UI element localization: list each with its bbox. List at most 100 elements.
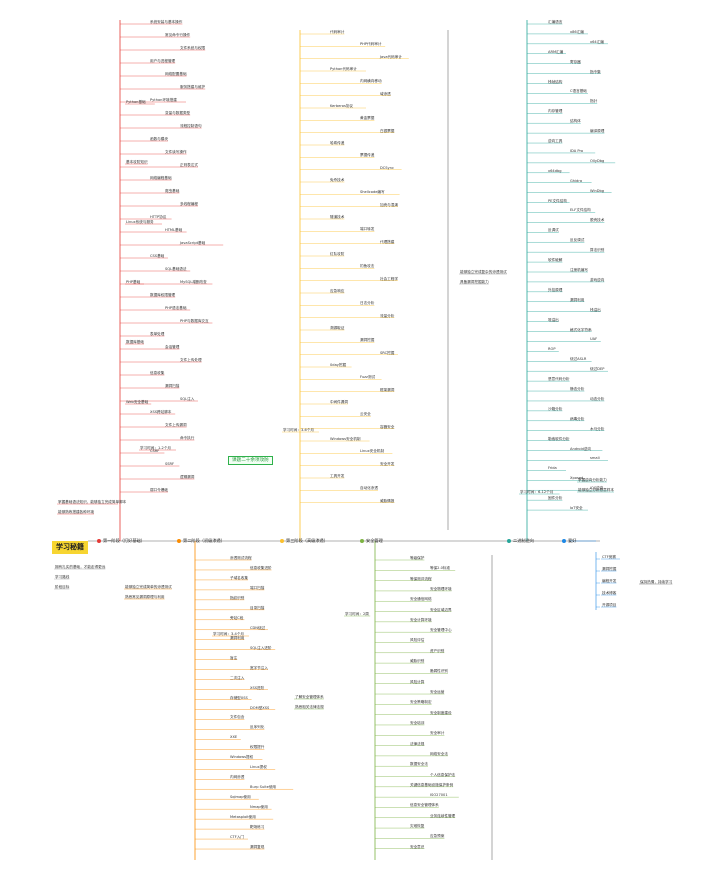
left-note[interactable]: 学习路线 bbox=[55, 575, 70, 579]
b6-item[interactable]: CTF竞赛 bbox=[602, 555, 616, 559]
b5-item[interactable]: ROP bbox=[548, 347, 556, 352]
b4-item[interactable]: 灾难恢复 bbox=[410, 824, 425, 829]
b1-item[interactable]: SQL注入 bbox=[180, 397, 195, 401]
b5-item[interactable]: 指针 bbox=[590, 99, 598, 104]
b3-item[interactable]: Java代码审计 bbox=[380, 54, 402, 59]
b4-item[interactable]: 脆弱性识别 bbox=[430, 669, 448, 674]
b3-item[interactable]: 代理搭建 bbox=[380, 239, 395, 244]
b2-item[interactable]: 存储型XSS bbox=[230, 695, 248, 700]
b4-item[interactable]: 安全管理中心 bbox=[430, 628, 452, 633]
b5-item[interactable]: WinDbg bbox=[590, 188, 605, 193]
b4-stage-time[interactable]: 学习时间：2周 bbox=[345, 612, 369, 616]
b3-item[interactable]: 免杀技术 bbox=[330, 178, 345, 182]
b5-item[interactable]: 逆向工具 bbox=[548, 139, 563, 144]
b1-item[interactable]: 逻辑漏洞 bbox=[180, 475, 195, 479]
b1-item[interactable]: 正则表达式 bbox=[180, 163, 198, 167]
b4-item[interactable]: 安全意识 bbox=[410, 844, 425, 849]
b3-item[interactable]: SRC挖掘 bbox=[380, 350, 395, 355]
b5-side-note[interactable]: 掌握逆向分析能力 bbox=[578, 478, 607, 482]
b4-item[interactable]: 安全物理环境 bbox=[430, 586, 452, 591]
b5-item[interactable]: 指令集 bbox=[590, 69, 601, 74]
b5-item[interactable]: OllyDbg bbox=[590, 158, 605, 163]
b3-item[interactable]: 日志分析 bbox=[360, 301, 375, 306]
b3-item[interactable]: 容器安全 bbox=[380, 424, 395, 429]
b2-item[interactable]: 内网渗透 bbox=[230, 775, 245, 780]
b3-item[interactable]: Linux安全机制 bbox=[360, 449, 385, 454]
b1-item[interactable]: 函数与模块 bbox=[150, 137, 168, 141]
b5-item[interactable]: Xposed bbox=[570, 476, 584, 481]
b5-item[interactable]: 绕过ASLR bbox=[570, 357, 587, 362]
b3-item[interactable]: 代码审计 bbox=[330, 30, 345, 34]
b2-item[interactable]: 子域名收集 bbox=[230, 575, 248, 580]
b2-item[interactable]: 靶场练习 bbox=[250, 825, 265, 830]
b1-item[interactable]: 弱口令爆破 bbox=[150, 488, 168, 492]
b3-item[interactable]: 社会工程学 bbox=[380, 276, 398, 281]
b3-item[interactable]: 黄金票据 bbox=[360, 116, 375, 121]
b2-item[interactable]: Sqlmap使用 bbox=[230, 795, 251, 800]
b1-item[interactable]: 服务搭建与维护 bbox=[180, 85, 206, 89]
b3-item[interactable]: 中间件漏洞 bbox=[330, 400, 348, 404]
b3-item[interactable]: Fuzz测试 bbox=[360, 375, 376, 380]
b2-item[interactable]: SQL注入进阶 bbox=[250, 645, 272, 650]
b2-item[interactable]: XSS进阶 bbox=[250, 685, 265, 690]
b5-item[interactable]: 游戏逆向 bbox=[590, 277, 605, 282]
b3-item[interactable]: 加壳与混淆 bbox=[380, 202, 398, 207]
b4-item[interactable]: 安全计算环境 bbox=[410, 617, 432, 622]
b3-item[interactable]: 哈希传递 bbox=[330, 141, 345, 145]
left-note[interactable]: 阶段目标 bbox=[55, 585, 70, 589]
b4-item[interactable]: 安全审计 bbox=[430, 731, 445, 736]
b5-item[interactable]: UAF bbox=[590, 337, 598, 342]
b4-item[interactable]: 风险评估 bbox=[410, 638, 425, 643]
b3-item[interactable]: 内网横向移动 bbox=[360, 79, 382, 84]
b4-item[interactable]: 网络安全法 bbox=[430, 751, 448, 756]
b4-item[interactable]: 安全制度建设 bbox=[430, 710, 452, 715]
b1-stage-time[interactable]: 学习时间：1-2个月 bbox=[140, 446, 172, 450]
b5-item[interactable]: 汇编语言 bbox=[548, 20, 563, 24]
b1-item[interactable]: 文件上传漏洞 bbox=[165, 423, 187, 427]
b1-item[interactable]: HTML基础 bbox=[165, 228, 183, 232]
b2-item[interactable]: 权限提升 bbox=[250, 745, 265, 750]
b5-item[interactable]: 木马分析 bbox=[590, 426, 605, 431]
b2-item[interactable]: Metasploit使用 bbox=[230, 815, 256, 820]
b3-item[interactable]: 框架漏洞 bbox=[380, 387, 395, 392]
b3-item[interactable]: 红队攻防 bbox=[330, 252, 345, 256]
b1-item[interactable]: HTTP协议 bbox=[150, 215, 167, 219]
b3-item[interactable]: 端口转发 bbox=[360, 227, 375, 232]
b5-item[interactable]: 固件分析 bbox=[548, 496, 563, 501]
b5-item[interactable]: 栈帧结构 bbox=[548, 79, 563, 84]
b1-side-note[interactable]: 能够熟练搭建各种环境 bbox=[58, 510, 94, 514]
b2-item[interactable]: 端口扫描 bbox=[250, 585, 265, 590]
b2-item[interactable]: Nmap使用 bbox=[250, 805, 268, 810]
b6-item[interactable]: 开源项目 bbox=[602, 603, 617, 607]
b2-item[interactable]: Windows提权 bbox=[230, 755, 254, 760]
b5-item[interactable]: 格式化字符串 bbox=[570, 327, 592, 332]
b5-item[interactable]: Android逆向 bbox=[570, 446, 592, 451]
b4-item[interactable]: 信息安全管理体系 bbox=[410, 803, 439, 808]
b1-item[interactable]: SQL基础语法 bbox=[165, 267, 187, 271]
b4-item[interactable]: 应急预案 bbox=[430, 834, 445, 839]
b3-item[interactable]: Python代码审计 bbox=[330, 67, 357, 71]
b3-item[interactable]: 白银票据 bbox=[380, 128, 395, 133]
b6-item[interactable]: 技术博客 bbox=[602, 591, 617, 595]
b5-item[interactable]: PE文件结构 bbox=[548, 198, 567, 203]
b1-item[interactable]: SSRF bbox=[165, 462, 175, 466]
b5-item[interactable]: x64dbg bbox=[548, 168, 562, 173]
b3-item[interactable]: 自动化渗透 bbox=[360, 486, 378, 491]
b3-item[interactable]: 云安全 bbox=[360, 412, 371, 417]
b4-item[interactable]: 法律法规 bbox=[410, 741, 425, 746]
b5-item[interactable]: x64汇编 bbox=[590, 39, 604, 44]
b6-side-note[interactable]: 保持热情，持续学习 bbox=[640, 580, 673, 584]
b2-item[interactable]: Linux提权 bbox=[250, 765, 267, 770]
b4-item[interactable]: 数据安全法 bbox=[410, 762, 428, 767]
b2-item[interactable]: 指纹识别 bbox=[230, 595, 245, 600]
b5-item[interactable]: 动态分析 bbox=[590, 396, 605, 401]
b2-item[interactable]: 反序列化 bbox=[250, 725, 265, 730]
b5-item[interactable]: 栈溢出 bbox=[590, 307, 601, 312]
b4-item[interactable]: 业务连续性管理 bbox=[430, 813, 456, 818]
b5-item[interactable]: 脱壳技术 bbox=[590, 218, 605, 223]
b1-item[interactable]: 变量与数据类型 bbox=[165, 111, 191, 115]
b1-item[interactable]: XSS跨站脚本 bbox=[150, 410, 172, 414]
b1-item[interactable]: 表单处理 bbox=[150, 332, 165, 336]
b3-item[interactable]: 域渗透 bbox=[380, 91, 391, 96]
b1-item[interactable]: Python环境搭建 bbox=[150, 98, 177, 102]
